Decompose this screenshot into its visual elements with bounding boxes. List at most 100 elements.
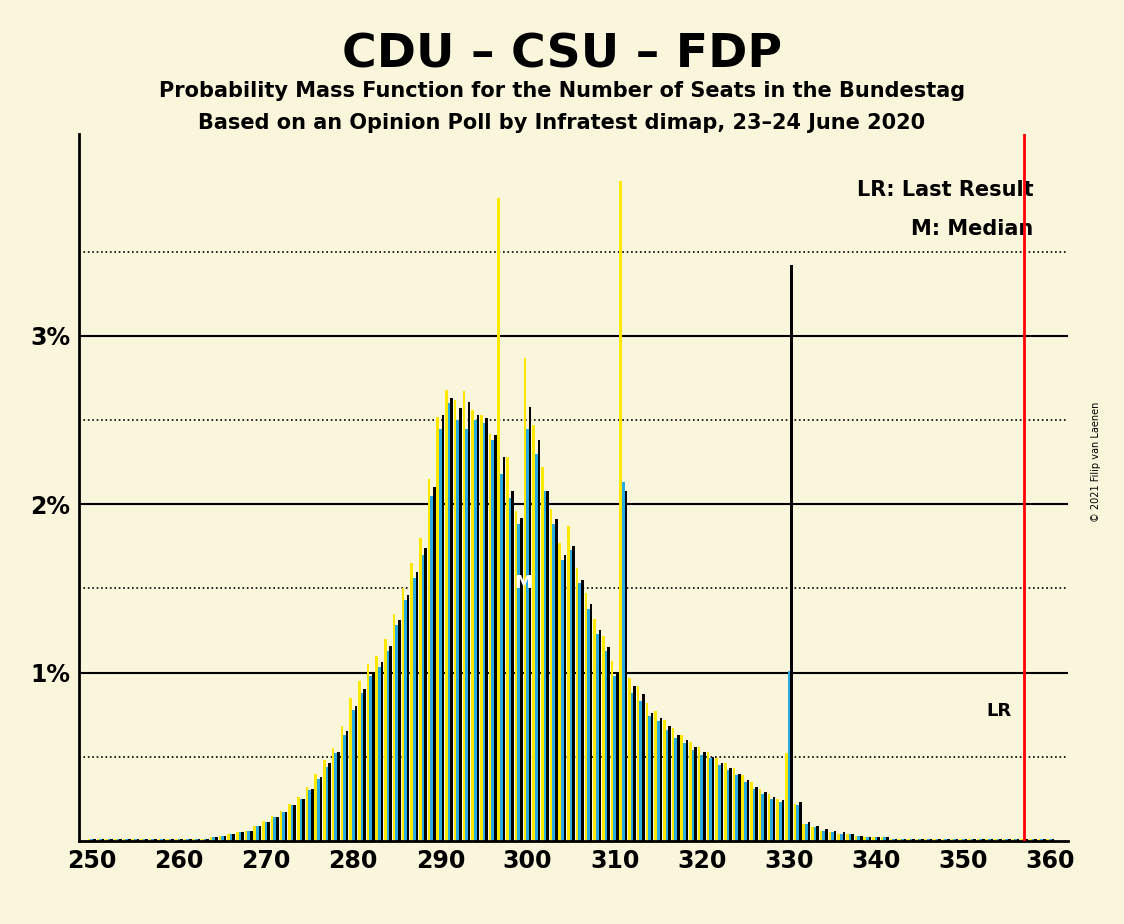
Bar bbox=[834, 831, 836, 841]
Bar bbox=[393, 614, 396, 841]
Bar bbox=[918, 839, 921, 841]
Bar bbox=[979, 839, 982, 841]
Bar bbox=[145, 839, 148, 841]
Bar bbox=[962, 839, 964, 841]
Bar bbox=[913, 839, 915, 841]
Bar bbox=[874, 837, 878, 841]
Bar bbox=[370, 676, 372, 841]
Bar bbox=[430, 496, 433, 841]
Bar bbox=[663, 720, 665, 841]
Bar bbox=[515, 511, 517, 841]
Bar bbox=[110, 839, 114, 841]
Bar bbox=[598, 630, 601, 841]
Bar bbox=[242, 833, 244, 841]
Bar bbox=[319, 777, 323, 841]
Bar bbox=[924, 839, 927, 841]
Bar bbox=[1037, 839, 1041, 841]
Text: Based on an Opinion Poll by Infratest dimap, 23–24 June 2020: Based on an Opinion Poll by Infratest di… bbox=[199, 113, 925, 133]
Bar bbox=[378, 667, 381, 841]
Bar bbox=[584, 593, 587, 841]
Bar bbox=[1043, 839, 1045, 841]
Text: © 2021 Filip van Laenen: © 2021 Filip van Laenen bbox=[1091, 402, 1100, 522]
Bar bbox=[761, 794, 764, 841]
Bar bbox=[869, 837, 871, 841]
Bar bbox=[97, 839, 99, 841]
Bar bbox=[581, 580, 583, 841]
Bar bbox=[715, 759, 718, 841]
Bar bbox=[498, 198, 500, 841]
Bar bbox=[686, 740, 688, 841]
Bar bbox=[315, 773, 317, 841]
Bar bbox=[986, 839, 988, 841]
Bar bbox=[212, 837, 215, 841]
Text: M: M bbox=[514, 574, 532, 591]
Bar bbox=[201, 839, 203, 841]
Bar bbox=[419, 538, 422, 841]
Bar bbox=[125, 839, 128, 841]
Bar bbox=[163, 839, 165, 841]
Bar bbox=[474, 420, 477, 841]
Bar bbox=[328, 763, 330, 841]
Bar bbox=[306, 787, 308, 841]
Bar bbox=[735, 775, 738, 841]
Bar bbox=[849, 834, 851, 841]
Bar bbox=[259, 826, 261, 841]
Bar bbox=[982, 839, 985, 841]
Bar bbox=[691, 750, 695, 841]
Bar bbox=[90, 839, 93, 841]
Bar bbox=[909, 839, 913, 841]
Bar bbox=[486, 419, 488, 841]
Bar bbox=[773, 797, 776, 841]
Bar bbox=[302, 798, 305, 841]
Bar bbox=[245, 831, 247, 841]
Bar bbox=[300, 798, 302, 841]
Bar bbox=[433, 488, 435, 841]
Bar bbox=[964, 839, 967, 841]
Bar bbox=[746, 780, 750, 841]
Bar bbox=[477, 415, 479, 841]
Bar bbox=[689, 742, 691, 841]
Bar bbox=[224, 836, 226, 841]
Bar bbox=[607, 648, 610, 841]
Bar bbox=[698, 747, 700, 841]
Bar bbox=[555, 519, 558, 841]
Bar bbox=[656, 722, 660, 841]
Bar bbox=[117, 839, 119, 841]
Bar bbox=[561, 560, 563, 841]
Bar bbox=[971, 839, 973, 841]
Bar bbox=[424, 548, 427, 841]
Bar bbox=[405, 601, 407, 841]
Bar bbox=[517, 525, 520, 841]
Bar bbox=[215, 837, 218, 841]
Bar bbox=[350, 698, 352, 841]
Bar bbox=[680, 735, 683, 841]
Bar bbox=[227, 834, 230, 841]
Bar bbox=[99, 839, 102, 841]
Bar bbox=[823, 831, 825, 841]
Bar bbox=[677, 735, 680, 841]
Bar bbox=[140, 839, 143, 841]
Bar bbox=[137, 839, 139, 841]
Bar bbox=[93, 839, 96, 841]
Bar bbox=[587, 609, 590, 841]
Bar bbox=[651, 713, 653, 841]
Bar bbox=[157, 839, 160, 841]
Bar bbox=[733, 769, 735, 841]
Bar bbox=[883, 837, 886, 841]
Bar bbox=[881, 837, 883, 841]
Bar bbox=[759, 789, 761, 841]
Bar bbox=[520, 517, 523, 841]
Bar bbox=[886, 837, 889, 841]
Bar bbox=[904, 839, 906, 841]
Bar bbox=[1052, 839, 1054, 841]
Bar bbox=[451, 398, 453, 841]
Bar bbox=[366, 664, 370, 841]
Bar bbox=[803, 824, 805, 841]
Bar bbox=[860, 836, 862, 841]
Bar bbox=[846, 834, 849, 841]
Bar bbox=[808, 822, 810, 841]
Bar bbox=[579, 583, 581, 841]
Bar bbox=[988, 839, 990, 841]
Bar bbox=[511, 491, 514, 841]
Bar bbox=[541, 468, 544, 841]
